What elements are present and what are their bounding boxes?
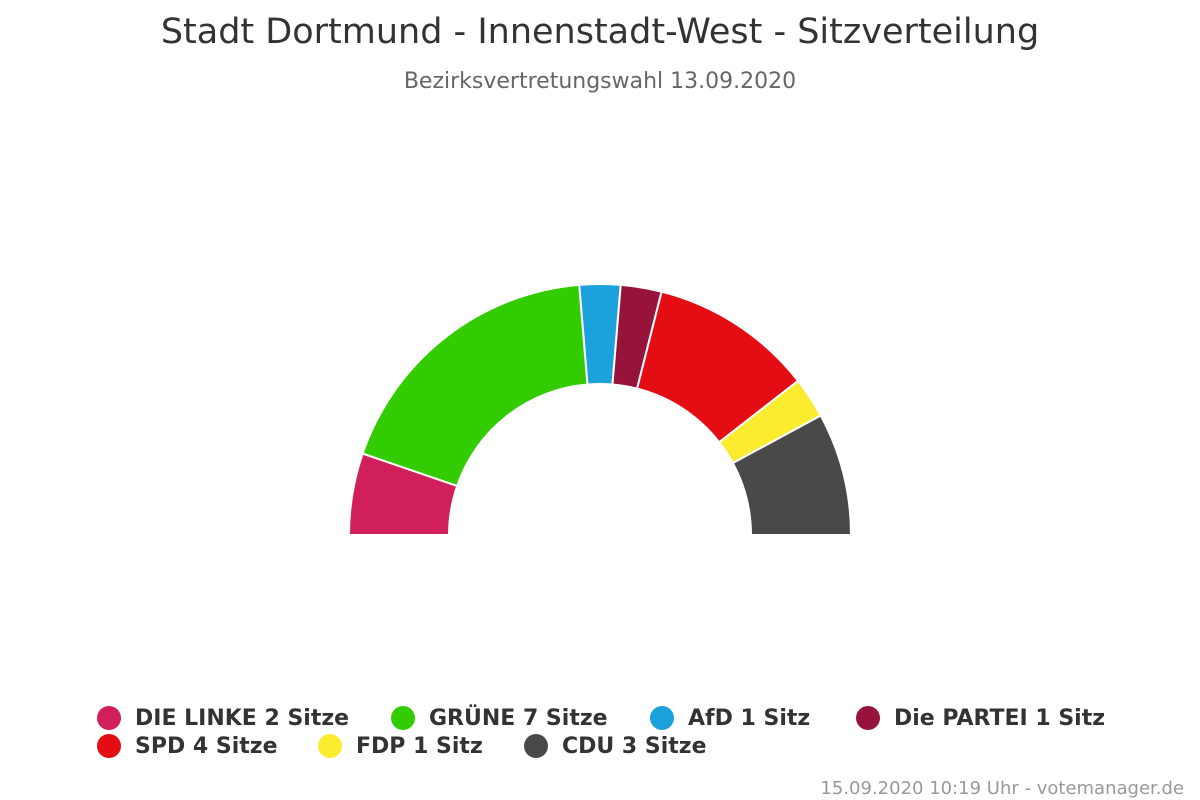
legend-item-spd[interactable]: SPD 4 Sitze — [97, 732, 277, 760]
legend-item-die-linke[interactable]: DIE LINKE 2 Sitze — [97, 704, 349, 732]
legend-swatch-die-partei — [856, 706, 880, 730]
legend-item-afd[interactable]: AfD 1 Sitz — [650, 704, 810, 732]
legend-swatch-cdu — [524, 734, 548, 758]
legend-item-die-partei[interactable]: Die PARTEI 1 Sitz — [856, 704, 1105, 732]
slice-gruene[interactable] — [361, 283, 589, 487]
legend-label-die-linke: DIE LINKE 2 Sitze — [135, 705, 350, 731]
chart-subtitle: Bezirksvertretungswahl 13.09.2020 — [403, 69, 797, 94]
chart-legend: DIE LINKE 2 Sitze GRÜNE 7 Sitze AfD 1 Si… — [0, 700, 1200, 770]
legend-item-cdu[interactable]: CDU 3 Sitze — [524, 732, 707, 760]
legend-swatch-spd — [97, 734, 121, 758]
legend-swatch-die-linke — [97, 706, 121, 730]
chart-title: Stadt Dortmund - Innenstadt-West - Sitzv… — [160, 12, 1040, 52]
legend-item-gruene[interactable]: GRÜNE 7 Sitze — [391, 704, 608, 732]
credits-text[interactable]: 15.09.2020 10:19 Uhr - votemanager.de — [820, 778, 1184, 799]
legend-label-cdu: CDU 3 Sitze — [562, 733, 707, 759]
legend-item-fdp[interactable]: FDP 1 Sitz — [318, 732, 483, 760]
slice-cdu[interactable] — [731, 414, 852, 536]
legend-label-afd: AfD 1 Sitz — [688, 705, 811, 731]
legend-label-spd: SPD 4 Sitze — [135, 733, 278, 759]
legend-label-gruene: GRÜNE 7 Sitze — [429, 705, 608, 731]
legend-label-fdp: FDP 1 Sitz — [356, 733, 483, 759]
legend-label-die-partei: Die PARTEI 1 Sitz — [894, 705, 1106, 731]
legend-swatch-afd — [650, 706, 674, 730]
legend-swatch-gruene — [391, 706, 415, 730]
legend-swatch-fdp — [318, 734, 342, 758]
